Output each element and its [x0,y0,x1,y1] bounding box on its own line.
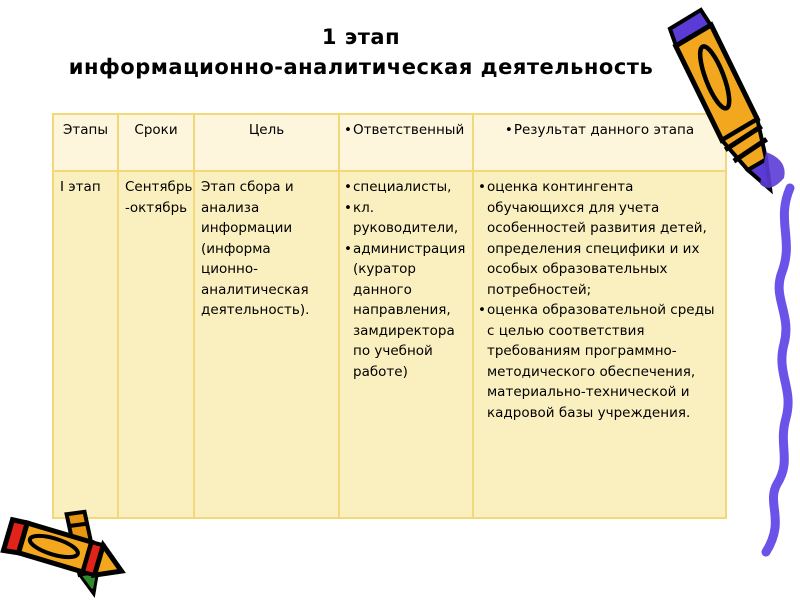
responsible-list: специалисты, кл. руководители, администр… [344,177,467,382]
responsible-item: кл. руководители, [344,198,467,239]
stage-table: Этапы Сроки Цель Ответственный Результат… [52,113,727,519]
cell-result: оценка контингента обучающихся для учета… [474,172,725,517]
title-line2: информационно-аналитическая деятельность [68,55,654,79]
crossed-pencils-icon [0,509,126,598]
result-item: оценка контингента обучающихся для учета… [478,177,720,300]
header-cell-terms: Сроки [119,115,193,170]
crayon-icon [667,7,785,195]
squiggle-line [761,183,795,557]
title-line1: 1 этап [321,25,401,49]
result-item: оценка образовательной среды с целью соо… [478,300,720,423]
cell-period: Сентябрь -октябрь [119,172,193,517]
header-cell-result: Результат данного этапа [474,115,725,170]
cell-responsible: специалисты, кл. руководители, администр… [340,172,472,517]
responsible-item: администрация (куратор данного направлен… [344,239,467,383]
header-cell-stages: Этапы [54,115,117,170]
header-cell-responsible: Ответственный [340,115,472,170]
result-list: оценка контингента обучающихся для учета… [478,177,720,423]
cell-stage: I этап [54,172,117,517]
responsible-item: специалисты, [344,177,467,198]
page-title: 1 этап информационно-аналитическая деяте… [0,22,722,82]
cell-goal: Этап сбора и анализа информации (информа… [195,172,338,517]
header-cell-goal: Цель [195,115,338,170]
